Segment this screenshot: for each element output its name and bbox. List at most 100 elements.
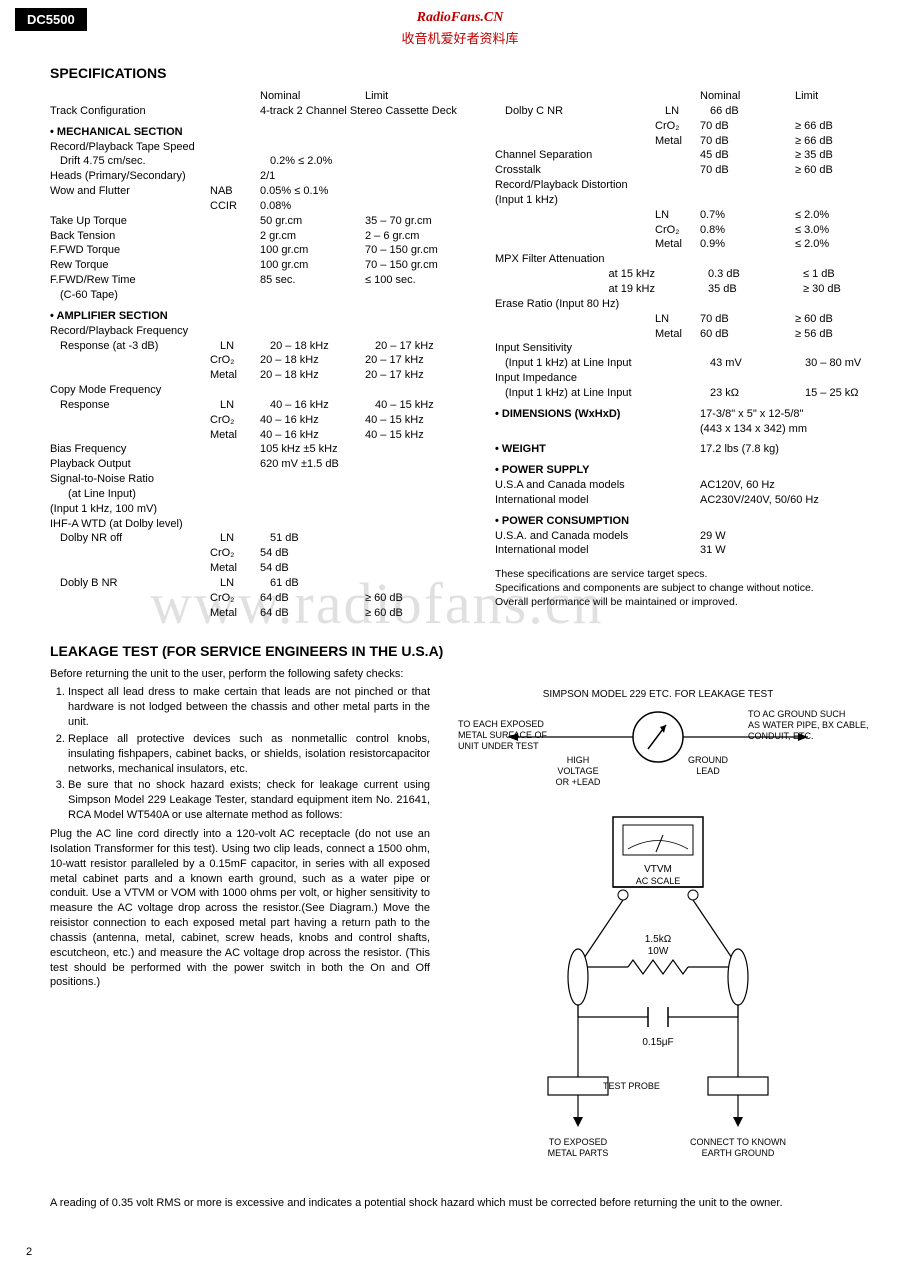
off-cr: 54 dB: [260, 546, 365, 561]
e-ln: 70 dB: [700, 312, 795, 327]
note3: Overall performance will be maintained o…: [495, 596, 905, 610]
cro2-4: CrO₂: [210, 591, 260, 606]
d-me: 0.9%: [700, 237, 795, 252]
ffwd-lim: 70 – 150 gr.cm: [365, 243, 465, 258]
metal-r3: Metal: [655, 327, 700, 342]
ln-r2: LN: [655, 208, 700, 223]
ln-4: LN: [220, 576, 270, 591]
bias-label: Bias Frequency: [50, 442, 210, 457]
leakage-reading: A reading of 0.35 volt RMS or more is ex…: [50, 1196, 870, 1211]
col-head-limit: Limit: [365, 89, 465, 104]
leakage-intro: Before returning the unit to the user, p…: [50, 667, 430, 682]
svg-text:HIGHVOLTAGEOR +LEAD: HIGHVOLTAGEOR +LEAD: [556, 755, 601, 787]
cro2-r2: CrO₂: [655, 223, 700, 238]
mpx-label: MPX Filter Attenuation: [495, 252, 700, 267]
dim-val2: (443 x 134 x 342) mm: [700, 422, 807, 437]
dolby-off: Dolby NR off: [50, 531, 220, 546]
amp-head: • AMPLIFIER SECTION: [50, 309, 210, 324]
drift-nom: 0.2% ≤ 2.0%: [270, 154, 375, 169]
cp-ln-lim: 40 – 15 kHz: [375, 398, 475, 413]
at15-nom: 0.3 dB: [708, 267, 803, 282]
heads-val: 2/1: [260, 169, 365, 184]
intl-val: AC230V/240V, 50/60 Hz: [700, 493, 819, 508]
leakage-item1: Inspect all lead dress to make certain t…: [68, 685, 430, 730]
ihf-label: IHF-A WTD (at Dolby level): [50, 517, 260, 532]
note2: Specifications and components are subjec…: [495, 582, 905, 596]
d-ln: 0.7%: [700, 208, 795, 223]
rp-cr-lim: 20 – 17 kHz: [365, 353, 465, 368]
pc-usa-val: 29 W: [700, 529, 726, 544]
back-label: Back Tension: [50, 229, 210, 244]
site-name: RadioFans.CN: [50, 10, 870, 26]
rp-ln-lim: 20 – 17 kHz: [375, 339, 475, 354]
weight-head: • WEIGHT: [495, 442, 700, 457]
site-subtitle: 收音机爱好者资料库: [50, 28, 870, 47]
takeup-label: Take Up Torque: [50, 214, 210, 229]
dolby-b: Dobly B NR: [50, 576, 220, 591]
rp-me-lim: 20 – 17 kHz: [365, 368, 465, 383]
pb-label: Playback Output: [50, 457, 210, 472]
tape-speed-label: Record/Playback Tape Speed: [50, 140, 260, 155]
rp-me-nom: 20 – 18 kHz: [260, 368, 365, 383]
at15: at 15 kHz: [495, 267, 663, 282]
cro2-2: CrO₂: [210, 413, 260, 428]
cp-me-lim: 40 – 15 kHz: [365, 428, 465, 443]
specs-columns: NominalLimit Track Configuration4-track …: [50, 89, 870, 621]
note1: These specifications are service target …: [495, 568, 905, 582]
wow-label: Wow and Flutter: [50, 184, 210, 199]
chsep-nom: 45 dB: [700, 148, 795, 163]
right-column: NominalLimit Dolby C NRLN66 dB CrO₂70 dB…: [495, 89, 905, 621]
usa-val: AC120V, 60 Hz: [700, 478, 775, 493]
dist-label: Record/Playback Distortion: [495, 178, 700, 193]
pc-usa-label: U.S.A. and Canada models: [495, 529, 700, 544]
rew-label: Rew Torque: [50, 258, 210, 273]
mech-head: • MECHANICAL SECTION: [50, 125, 210, 140]
ln-1: LN: [220, 339, 270, 354]
d-ln-lim: ≤ 2.0%: [795, 208, 895, 223]
b-ln: 61 dB: [270, 576, 375, 591]
off-ln: 51 dB: [270, 531, 375, 546]
weight-val: 17.2 lbs (7.8 kg): [700, 442, 779, 457]
metal-4: Metal: [210, 606, 260, 621]
chsep-lim: ≥ 35 dB: [795, 148, 895, 163]
erase-label: Erase Ratio (Input 80 Hz): [495, 297, 700, 312]
rew-nom: 100 gr.cm: [260, 258, 365, 273]
diag-top-label: SIMPSON MODEL 229 ETC. FOR LEAKAGE TEST: [543, 689, 774, 700]
leakage-para: Plug the AC line cord directly into a 12…: [50, 827, 430, 990]
insens-label: Input Sensitivity: [495, 341, 700, 356]
e-ln-lim: ≥ 60 dB: [795, 312, 895, 327]
dolby-c: Dolby C NR: [495, 104, 665, 119]
d-me-lim: ≤ 2.0%: [795, 237, 895, 252]
leakage-text: Before returning the unit to the user, p…: [50, 667, 430, 1190]
cp-ln-nom: 40 – 16 kHz: [270, 398, 375, 413]
snr-sub1: (at Line Input): [50, 487, 228, 502]
rp-ln-nom: 20 – 18 kHz: [270, 339, 375, 354]
rp-cr-nom: 20 – 18 kHz: [260, 353, 365, 368]
time-nom: 85 sec.: [260, 273, 365, 288]
diag-res-w: 10W: [648, 946, 669, 957]
b-cr-lim: ≥ 60 dB: [365, 591, 465, 606]
dist-sub: (Input 1 kHz): [495, 193, 655, 208]
insens-nom: 43 mV: [710, 356, 805, 371]
back-lim: 2 – 6 gr.cm: [365, 229, 465, 244]
diag-probe: TEST PROBE: [603, 1081, 660, 1091]
leakage-item3: Be sure that no shock hazard exists; che…: [68, 778, 430, 823]
e-me-lim: ≥ 56 dB: [795, 327, 895, 342]
site-header: RadioFans.CN 收音机爱好者资料库: [50, 10, 870, 47]
dim-val1: 17-3/8" x 5" x 12-5/8": [700, 407, 803, 422]
pc-intl-label: International model: [495, 543, 700, 558]
ccir: CCIR: [210, 199, 260, 214]
at19-lim: ≥ 30 dB: [803, 282, 903, 297]
notes: These specifications are service target …: [495, 568, 905, 609]
svg-text:CONNECT TO KNOWNEARTH GROUND: CONNECT TO KNOWNEARTH GROUND: [690, 1137, 786, 1158]
inimp-label: Input Impedance: [495, 371, 700, 386]
c-ln: 66 dB: [710, 104, 805, 119]
b-cr: 64 dB: [260, 591, 365, 606]
xtalk-label: Crosstalk: [495, 163, 655, 178]
intl-label: International model: [495, 493, 700, 508]
ccir-nom: 0.08%: [260, 199, 365, 214]
pb-val: 620 mV ±1.5 dB: [260, 457, 365, 472]
pcons-head: • POWER CONSUMPTION: [495, 514, 700, 529]
cro2-r1: CrO₂: [655, 119, 700, 134]
time-label: F.FWD/Rew Time: [50, 273, 210, 288]
